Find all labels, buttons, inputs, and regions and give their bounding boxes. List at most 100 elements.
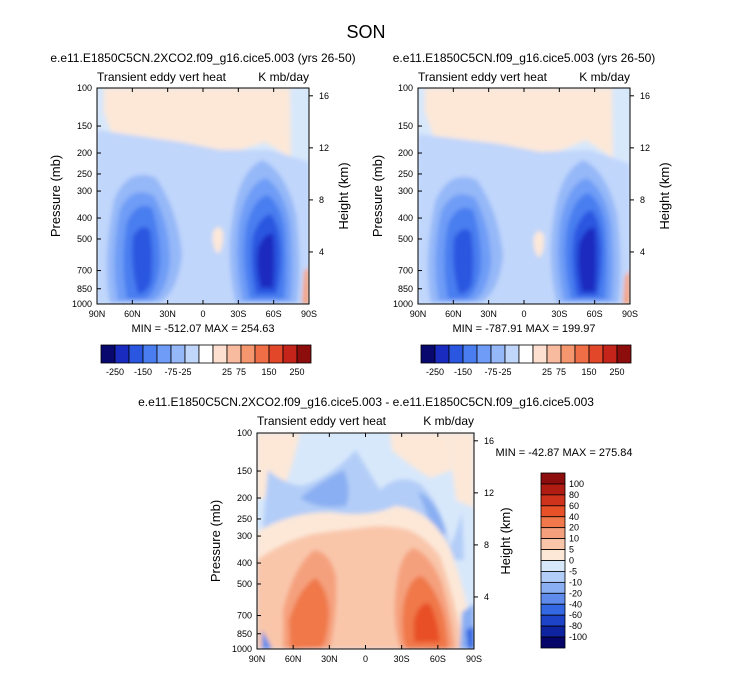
x-tick-label: 30S [394, 654, 410, 664]
x-tick-label: 90S [301, 309, 317, 319]
y-tick-label: 1000 [232, 644, 252, 654]
y-tick-label: 300 [237, 531, 252, 541]
panel-b-right-header: K mb/day [579, 70, 630, 84]
colorbar-swatch [540, 603, 566, 616]
y2-tick-label: 12 [319, 143, 329, 153]
x-tick-label: 60N [445, 309, 462, 319]
x-tick-label: 90N [89, 309, 106, 319]
panel-a-stats: MIN = -512.07 MAX = 254.63 [131, 323, 274, 335]
colorbar-label: -20 [569, 588, 582, 598]
colorbar-swatch [128, 344, 144, 364]
panel-a-left-header: Transient eddy vert heat [97, 70, 227, 84]
colorbar-swatch [602, 344, 618, 364]
colorbar-label: 10 [569, 534, 579, 544]
y-tick-label: 200 [237, 493, 252, 503]
x-tick-label: 30S [551, 309, 567, 319]
y2-tick-label: 12 [640, 143, 650, 153]
colorbar-label: -150 [454, 367, 472, 377]
colorbar-swatch [142, 344, 158, 364]
panel-a-field [97, 88, 309, 304]
panel-b-title: e.e11.E1850C5CN.f09_g16.cice5.003 (yrs 2… [393, 51, 656, 65]
x-tick-label: 30N [321, 654, 338, 664]
colorbar-swatch [434, 344, 450, 364]
panel-b-ylabel: Pressure (mb) [370, 155, 385, 237]
colorbar-label: 75 [556, 367, 566, 377]
colorbar-swatch [448, 344, 464, 364]
x-tick-label: 30S [230, 309, 246, 319]
colorbar-label: 80 [569, 490, 579, 500]
colorbar-swatch [540, 516, 566, 529]
colorbar-label: 150 [261, 367, 276, 377]
y-tick-label: 250 [398, 169, 413, 179]
y2-tick-label: 16 [640, 91, 650, 101]
x-tick-label: 90S [622, 309, 638, 319]
colorbar-label: 40 [569, 512, 579, 522]
colorbar-swatch [198, 344, 214, 364]
colorbar-swatch [540, 472, 566, 485]
y-tick-label: 400 [237, 558, 252, 568]
colorbar-swatch [462, 344, 478, 364]
colorbar-label: -150 [134, 367, 152, 377]
y2-tick-label: 16 [484, 436, 494, 446]
colorbar-label: 25 [542, 367, 552, 377]
colorbar-label: 20 [569, 523, 579, 533]
colorbar-label: -25 [498, 367, 511, 377]
colorbar-label: 250 [289, 367, 304, 377]
colorbar-swatch [560, 344, 576, 364]
colorbar-swatch [504, 344, 520, 364]
panel-diff-right-header: K mb/day [423, 414, 474, 428]
colorbar-swatch [540, 592, 566, 605]
y-tick-label: 100 [398, 83, 413, 93]
y-tick-label: 100 [237, 428, 252, 438]
y-tick-label: 500 [237, 579, 252, 589]
colorbar-label: -75 [164, 367, 177, 377]
panel-diff-left-header: Transient eddy vert heat [257, 414, 387, 428]
y-tick-label: 100 [77, 83, 92, 93]
colorbar-swatch [212, 344, 228, 364]
colorbar-swatch [518, 344, 534, 364]
y-tick-label: 200 [77, 148, 92, 158]
colorbar-label: 5 [569, 545, 574, 555]
colorbar-swatch [240, 344, 256, 364]
x-tick-label: 0 [363, 654, 368, 664]
colorbar-swatch [226, 344, 242, 364]
x-tick-label: 90N [249, 654, 266, 664]
y-tick-label: 150 [398, 121, 413, 131]
y-tick-label: 250 [77, 169, 92, 179]
panel-a: e.e11.E1850C5CN.2XCO2.f09_g16.cice5.003 … [48, 51, 356, 335]
colorbar-swatch [100, 344, 116, 364]
colorbar-label: -25 [178, 367, 191, 377]
panel-a-ylabel: Pressure (mb) [48, 155, 63, 237]
y2-tick-label: 12 [484, 488, 494, 498]
colorbar-swatch [540, 549, 566, 561]
x-tick-label: 30N [480, 309, 497, 319]
colorbar-swatch [540, 538, 566, 550]
panel-b: e.e11.E1850C5CN.f09_g16.cice5.003 (yrs 2… [370, 51, 672, 335]
colorbar-swatch [282, 344, 298, 364]
colorbar-label: -80 [569, 621, 582, 631]
colorbar-label: -60 [569, 610, 582, 620]
colorbar-swatch [170, 344, 186, 364]
y-tick-label: 850 [77, 284, 92, 294]
y2-tick-label: 8 [319, 195, 324, 205]
figure-title: SON [346, 22, 385, 42]
colorbar-label: -250 [106, 367, 124, 377]
y-tick-label: 200 [398, 148, 413, 158]
y-tick-label: 250 [237, 514, 252, 524]
y-tick-label: 700 [237, 611, 252, 621]
colorbar-swatch [156, 344, 172, 364]
colorbar-swatch [254, 344, 270, 364]
colorbar-swatch [540, 614, 566, 627]
y-tick-label: 400 [398, 213, 413, 223]
colorbar-swatch [546, 344, 562, 364]
panel-diff-ticks [256, 432, 478, 650]
panel-b-ticks [417, 87, 634, 305]
colorbar-swatch [540, 560, 566, 572]
panel-a-title: e.e11.E1850C5CN.2XCO2.f09_g16.cice5.003 … [50, 51, 355, 65]
colorbar-swatch [540, 581, 566, 594]
colorbar-label: -10 [569, 577, 582, 587]
panel-a-y2label: Height (km) [336, 162, 351, 229]
colorbar-label: 100 [569, 479, 584, 489]
y-tick-label: 150 [77, 121, 92, 131]
